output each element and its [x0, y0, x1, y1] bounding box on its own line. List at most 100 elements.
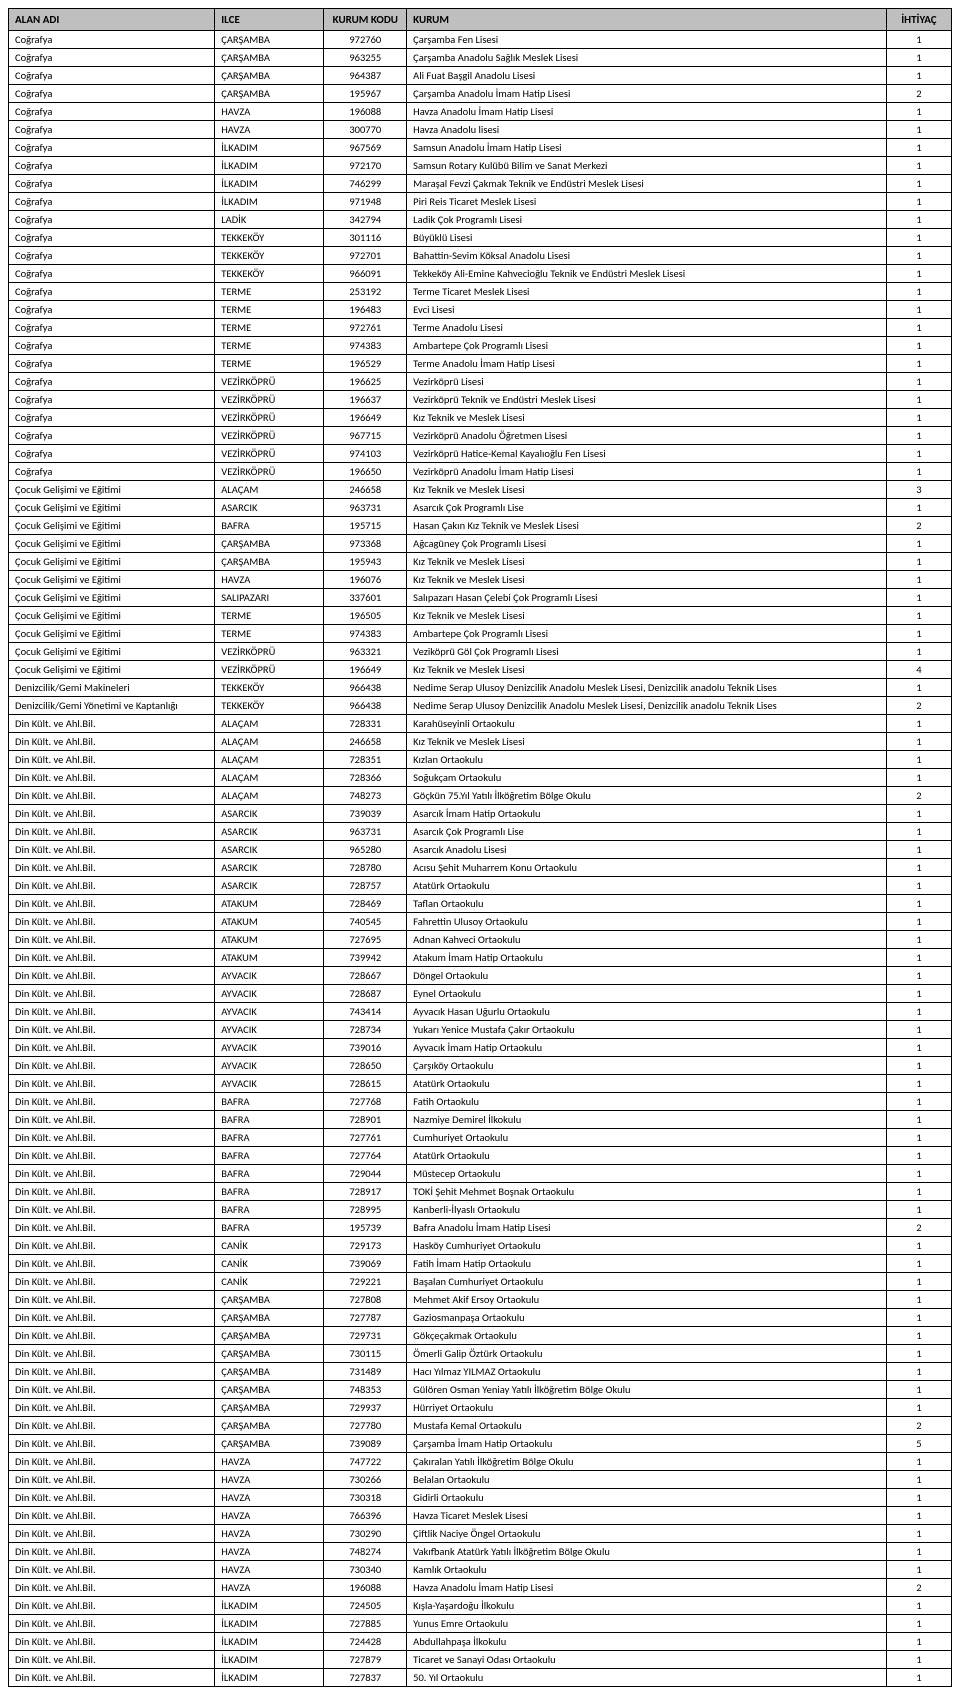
table-row: Din Kült. ve Ahl.Bil.ASARCIK728757Atatür… — [9, 877, 952, 895]
table-cell: 1 — [886, 229, 951, 247]
table-cell: Din Kült. ve Ahl.Bil. — [9, 1309, 215, 1327]
table-cell: HAVZA — [215, 1507, 324, 1525]
table-row: Din Kült. ve Ahl.Bil.ALAÇAM728366Soğukça… — [9, 769, 952, 787]
table-cell: 729221 — [324, 1273, 407, 1291]
table-row: Din Kült. ve Ahl.Bil.ALAÇAM246658Kız Tek… — [9, 733, 952, 751]
table-cell: Coğrafya — [9, 67, 215, 85]
table-cell: Din Kült. ve Ahl.Bil. — [9, 859, 215, 877]
table-row: CoğrafyaTEKKEKÖY972701Bahattin-Sevim Kök… — [9, 247, 952, 265]
table-row: Din Kült. ve Ahl.Bil.İLKADIM72783750. Yı… — [9, 1669, 952, 1687]
table-row: CoğrafyaİLKADIM967569Samsun Anadolu İmam… — [9, 139, 952, 157]
table-cell: VEZİRKÖPRÜ — [215, 409, 324, 427]
table-cell: Evci Lisesi — [407, 301, 887, 319]
table-cell: BAFRA — [215, 1147, 324, 1165]
table-row: Din Kült. ve Ahl.Bil.BAFRA729044Müstecep… — [9, 1165, 952, 1183]
table-cell: Taflan Ortaokulu — [407, 895, 887, 913]
table-cell: 1 — [886, 247, 951, 265]
table-cell: 1 — [886, 373, 951, 391]
table-cell: Havza Anadolu lisesi — [407, 121, 887, 139]
table-cell: İLKADIM — [215, 1615, 324, 1633]
table-cell: Din Kült. ve Ahl.Bil. — [9, 1255, 215, 1273]
table-cell: Din Kült. ve Ahl.Bil. — [9, 949, 215, 967]
table-row: Çocuk Gelişimi ve EğitimiSALIPAZARI33760… — [9, 589, 952, 607]
table-cell: Atatürk Ortaokulu — [407, 1075, 887, 1093]
table-cell: 1 — [886, 931, 951, 949]
table-cell: TERME — [215, 337, 324, 355]
table-cell: 743414 — [324, 1003, 407, 1021]
header-kod: KURUM KODU — [324, 9, 407, 31]
table-cell: 1 — [886, 1309, 951, 1327]
table-cell: 728650 — [324, 1057, 407, 1075]
table-cell: 196650 — [324, 463, 407, 481]
table-cell: 728757 — [324, 877, 407, 895]
table-cell: 1 — [886, 607, 951, 625]
table-cell: TERME — [215, 625, 324, 643]
table-cell: Terme Anadolu Lisesi — [407, 319, 887, 337]
table-cell: 3 — [886, 481, 951, 499]
table-cell: 973368 — [324, 535, 407, 553]
table-cell: İLKADIM — [215, 157, 324, 175]
table-cell: ÇARŞAMBA — [215, 1399, 324, 1417]
table-cell: Kız Teknik ve Meslek Lisesi — [407, 733, 887, 751]
table-row: Din Kült. ve Ahl.Bil.AYVACIK728734Yukarı… — [9, 1021, 952, 1039]
table-cell: Din Kült. ve Ahl.Bil. — [9, 787, 215, 805]
table-cell: 2 — [886, 787, 951, 805]
table-cell: Din Kült. ve Ahl.Bil. — [9, 1111, 215, 1129]
table-cell: Coğrafya — [9, 445, 215, 463]
table-cell: 728734 — [324, 1021, 407, 1039]
table-cell: 1 — [886, 553, 951, 571]
table-cell: 1 — [886, 1525, 951, 1543]
table-cell: 2 — [886, 1219, 951, 1237]
table-row: Çocuk Gelişimi ve EğitimiTERME974383Amba… — [9, 625, 952, 643]
table-cell: 1 — [886, 805, 951, 823]
table-cell: Coğrafya — [9, 319, 215, 337]
table-cell: Din Kült. ve Ahl.Bil. — [9, 1579, 215, 1597]
table-cell: VEZİRKÖPRÜ — [215, 427, 324, 445]
table-cell: Gidirli Ortaokulu — [407, 1489, 887, 1507]
table-cell: 972761 — [324, 319, 407, 337]
table-row: Din Kült. ve Ahl.Bil.AYVACIK739016Ayvacı… — [9, 1039, 952, 1057]
table-cell: HAVZA — [215, 1525, 324, 1543]
table-cell: 1 — [886, 427, 951, 445]
table-cell: 1 — [886, 589, 951, 607]
table-row: CoğrafyaVEZİRKÖPRÜ196637Vezirköprü Tekni… — [9, 391, 952, 409]
table-cell: Gökçeçakmak Ortaokulu — [407, 1327, 887, 1345]
table-cell: 728331 — [324, 715, 407, 733]
table-row: CoğrafyaHAVZA300770Havza Anadolu lisesi1 — [9, 121, 952, 139]
table-row: Din Kült. ve Ahl.Bil.ÇARŞAMBA748353Gülör… — [9, 1381, 952, 1399]
table-cell: 1 — [886, 1507, 951, 1525]
table-cell: İLKADIM — [215, 1669, 324, 1687]
table-cell: ÇARŞAMBA — [215, 535, 324, 553]
table-cell: Din Kült. ve Ahl.Bil. — [9, 1093, 215, 1111]
table-cell: 196637 — [324, 391, 407, 409]
table-cell: Din Kült. ve Ahl.Bil. — [9, 1453, 215, 1471]
table-cell: 1 — [886, 859, 951, 877]
table-cell: Din Kült. ve Ahl.Bil. — [9, 1003, 215, 1021]
table-cell: Coğrafya — [9, 157, 215, 175]
table-cell: Coğrafya — [9, 391, 215, 409]
table-cell: Kız Teknik ve Meslek Lisesi — [407, 571, 887, 589]
table-cell: 1 — [886, 769, 951, 787]
table-cell: 1 — [886, 1093, 951, 1111]
table-cell: ÇARŞAMBA — [215, 31, 324, 49]
table-cell: HAVZA — [215, 121, 324, 139]
table-cell: Vezirköprü Lisesi — [407, 373, 887, 391]
table-cell: BAFRA — [215, 1201, 324, 1219]
table-cell: 972701 — [324, 247, 407, 265]
table-cell: Çocuk Gelişimi ve Eğitimi — [9, 553, 215, 571]
table-row: CoğrafyaÇARŞAMBA195967Çarşamba Anadolu İ… — [9, 85, 952, 103]
table-cell: Samsun Anadolu İmam Hatip Lisesi — [407, 139, 887, 157]
table-cell: Vezirköprü Anadolu İmam Hatip Lisesi — [407, 463, 887, 481]
table-cell: ÇARŞAMBA — [215, 67, 324, 85]
table-cell: Belalan Ortaokulu — [407, 1471, 887, 1489]
table-cell: 195739 — [324, 1219, 407, 1237]
table-cell: 766396 — [324, 1507, 407, 1525]
table-cell: Din Kült. ve Ahl.Bil. — [9, 733, 215, 751]
table-cell: Din Kült. ve Ahl.Bil. — [9, 1201, 215, 1219]
table-cell: 748273 — [324, 787, 407, 805]
table-cell: Acısu Şehit Muharrem Konu Ortaokulu — [407, 859, 887, 877]
table-cell: Coğrafya — [9, 427, 215, 445]
table-cell: 1 — [886, 841, 951, 859]
table-cell: Kamlık Ortaokulu — [407, 1561, 887, 1579]
table-cell: ÇARŞAMBA — [215, 1417, 324, 1435]
